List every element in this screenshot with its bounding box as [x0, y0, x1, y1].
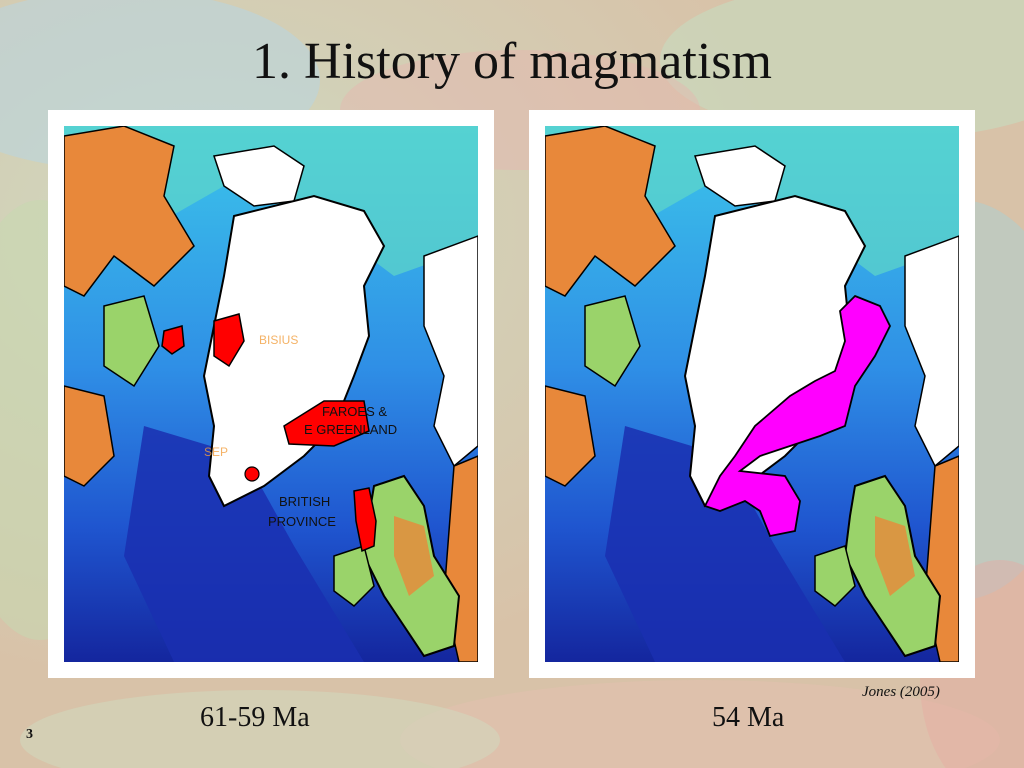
map-label-e-greenland: E GREENLAND — [304, 422, 397, 437]
ireland — [333, 545, 375, 607]
baffin-island — [103, 295, 160, 388]
britain-uplands — [875, 516, 915, 596]
scandinavia — [904, 235, 959, 468]
province-north-atlantic — [703, 294, 892, 538]
deep-basin — [605, 426, 845, 662]
baffin-island — [584, 295, 641, 388]
deep-basin — [124, 426, 364, 662]
map-label-province: PROVINCE — [268, 514, 336, 529]
slide-number: 3 — [26, 727, 33, 742]
province-baffin — [161, 325, 185, 355]
map-label-faint-1: BISIUS — [259, 333, 298, 347]
ireland — [814, 545, 856, 607]
slide-title: 1. History of magmatism — [252, 33, 772, 90]
labrador-coast — [64, 385, 115, 487]
province-british — [353, 487, 377, 553]
map-panel-54-ma — [529, 110, 975, 678]
map-61-59-ma: BISIUS SEP FAROES & E GREENLAND BRITISH … — [64, 126, 478, 662]
scandinavia — [423, 235, 478, 468]
province-se-greenland-dot — [244, 466, 260, 482]
province-west-greenland — [213, 313, 245, 368]
greenland — [683, 194, 867, 508]
britain-uplands — [394, 516, 434, 596]
map-54-ma — [545, 126, 959, 662]
greenland — [202, 194, 386, 508]
map-label-faroes: FAROES & — [322, 404, 387, 419]
map-label-british: BRITISH — [279, 494, 330, 509]
map-caption-right: 54 Ma — [712, 702, 785, 733]
canadian-arctic-islands — [545, 126, 676, 297]
map-label-faint-2: SEP — [204, 445, 228, 459]
source-credit: Jones (2005) — [862, 684, 940, 700]
labrador-coast — [545, 385, 596, 487]
canadian-arctic-islands — [64, 126, 195, 297]
map-panel-61-59-ma: BISIUS SEP FAROES & E GREENLAND BRITISH … — [48, 110, 494, 678]
map-caption-left: 61-59 Ma — [200, 702, 310, 733]
province-faroes-e-greenland — [283, 400, 370, 447]
